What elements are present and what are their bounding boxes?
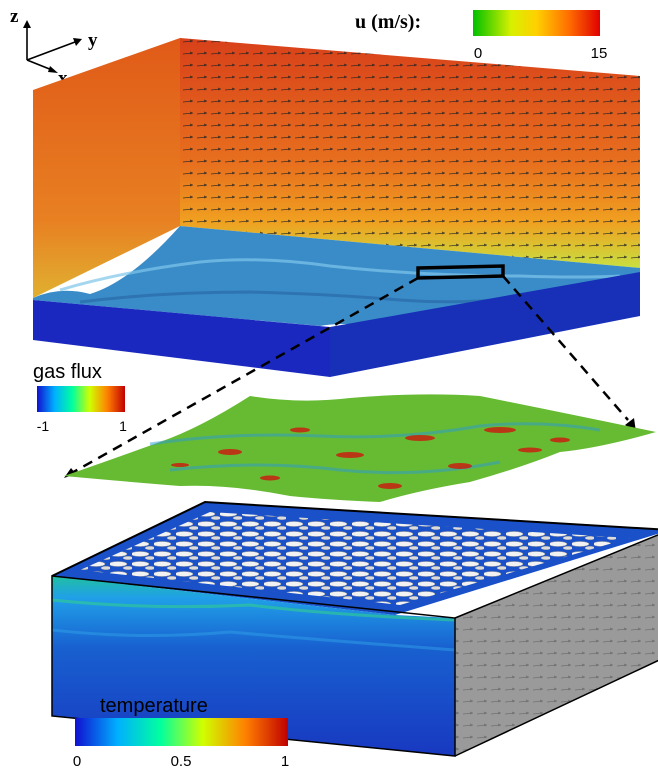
velocity-min-label: 0 <box>474 45 482 62</box>
velocity-legend: u (m/s): 0 15 <box>355 10 607 62</box>
temperature-colorbar <box>75 718 288 746</box>
temperature-tick-0: 0 <box>73 753 81 770</box>
water-front-face <box>33 300 330 377</box>
projection-line-right <box>502 275 629 421</box>
z-axis-label: z <box>10 6 19 27</box>
y-axis-label: y <box>88 30 98 51</box>
gas-flux-sheet <box>64 394 656 502</box>
water-side-face <box>330 272 640 377</box>
axis-triad: z y x <box>10 6 98 89</box>
projection-line-left <box>69 276 419 476</box>
velocity-max-label: 15 <box>591 45 608 62</box>
gas-flux-surface <box>64 394 656 502</box>
x-axis-arrow-icon <box>48 66 58 73</box>
air-water-block <box>33 38 640 377</box>
eddy-structures <box>80 512 630 605</box>
gas-flux-legend-title: gas flux <box>33 361 102 383</box>
velocity-colorbar <box>473 10 600 36</box>
gas-flux-colorbar <box>37 386 125 412</box>
velocity-legend-title: u (m/s): <box>355 11 421 33</box>
temperature-block <box>51 500 658 757</box>
z-axis-arrow-icon <box>23 20 31 28</box>
temperature-front-face <box>52 576 455 756</box>
y-axis-line <box>26 41 76 61</box>
x-axis-label: x <box>58 68 68 89</box>
gas-flux-max-label: 1 <box>119 418 127 434</box>
gas-flux-legend: gas flux -1 1 <box>33 361 127 434</box>
temperature-tick-1: 0.5 <box>171 753 192 770</box>
gas-flux-min-label: -1 <box>37 418 50 434</box>
velocity-vectors <box>180 38 640 268</box>
air-left-wall <box>33 38 180 298</box>
x-axis-line <box>26 59 53 71</box>
y-axis-arrow-icon <box>73 38 82 46</box>
temperature-legend: temperature 0 0.5 1 <box>73 695 289 770</box>
temperature-tick-2: 1 <box>281 753 289 770</box>
temperature-legend-title: temperature <box>100 695 208 717</box>
